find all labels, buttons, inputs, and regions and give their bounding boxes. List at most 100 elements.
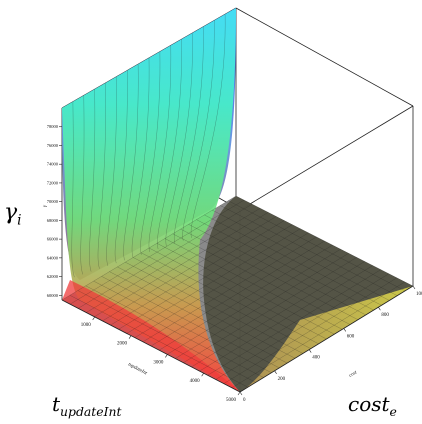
- mesh-line: [150, 240, 325, 347]
- y-tick-mark: [378, 307, 381, 311]
- mesh-curve: [114, 70, 128, 264]
- y-tick-mark: [308, 349, 312, 353]
- x-tick-label: 1000: [81, 323, 92, 328]
- x-tick-label: 5000: [226, 398, 237, 403]
- y-tick-label: 200: [278, 377, 286, 382]
- mesh-curve: [97, 82, 106, 269]
- mesh-line: [231, 281, 406, 389]
- mesh-curve: [157, 39, 182, 250]
- mesh-curve: [131, 57, 150, 258]
- x-tick-mark: [165, 354, 168, 358]
- y-tick-mark: [239, 391, 243, 396]
- x-tick-label: 4000: [190, 379, 201, 384]
- mesh-line: [134, 232, 309, 338]
- z-tick-label: 60000: [47, 293, 59, 298]
- mesh-grid: [61, 14, 414, 393]
- mesh-curve: [140, 51, 161, 255]
- mesh-line: [101, 276, 280, 369]
- mesh-curve: [173, 26, 204, 244]
- mesh-curve: [106, 76, 117, 267]
- z-axis-title: γi: [4, 200, 22, 229]
- surface-mesh: [61, 8, 414, 393]
- mesh-line: [199, 265, 373, 372]
- y-tick-label: 400: [312, 356, 320, 361]
- y-tick-label: 0: [243, 398, 246, 403]
- mesh-line: [227, 200, 406, 292]
- mesh-curve: [123, 64, 139, 261]
- mesh-line: [142, 236, 317, 343]
- z-tick-label: 64000: [47, 255, 59, 260]
- surface-front: [62, 8, 240, 392]
- x-tick-mark: [201, 373, 204, 377]
- mesh-line: [117, 266, 296, 359]
- mesh-curve: [165, 32, 193, 247]
- z-tick-label: 70000: [47, 199, 59, 204]
- x-tick-mark: [92, 316, 95, 321]
- mesh-line: [148, 247, 327, 340]
- mesh-line: [118, 224, 293, 330]
- y-tick-label: 800: [381, 313, 389, 318]
- x-axis-small-label: tupdateInt: [127, 362, 148, 376]
- mesh-line: [183, 257, 357, 363]
- box-edge: [239, 285, 414, 393]
- z-axis: 60000 62000 64000 66000 68000 70000 72000 74000…: [47, 124, 62, 298]
- z-tick-label: 68000: [47, 218, 59, 223]
- z-axis-small-label: γ: [43, 204, 48, 207]
- mesh-curve: [71, 101, 75, 278]
- y-axis: 0 200 400 600 800 1000: [239, 285, 422, 403]
- mesh-line: [235, 195, 414, 287]
- z-tick-label: 62000: [47, 274, 59, 279]
- mesh-line: [93, 280, 272, 373]
- x-tick-label: 3000: [153, 360, 164, 365]
- mesh-line: [69, 295, 248, 388]
- x-axis: 1000 2000 3000 4000 5000: [81, 316, 241, 403]
- mesh-curve: [80, 95, 85, 275]
- mesh-line: [102, 216, 277, 322]
- mesh-line: [158, 244, 333, 351]
- mesh-line: [204, 214, 382, 306]
- mesh-line: [164, 238, 343, 330]
- mesh-line: [77, 290, 256, 383]
- mesh-line: [215, 273, 389, 380]
- box-edge: [239, 105, 414, 211]
- surface-floor: [203, 196, 413, 392]
- x-tick-mark: [237, 391, 241, 396]
- surface-lower-left: [62, 280, 240, 392]
- mesh-line: [207, 269, 381, 376]
- x-tick-label: 2000: [117, 342, 128, 347]
- mesh-line: [140, 252, 319, 345]
- mesh-line: [85, 285, 264, 378]
- z-tick-label: 72000: [47, 180, 59, 185]
- y-tick-mark: [343, 328, 347, 332]
- mesh-line: [126, 228, 301, 334]
- box-edge: [61, 299, 241, 393]
- y-axis-title: coste: [348, 392, 397, 419]
- mesh-line: [156, 243, 335, 335]
- mesh-line: [180, 228, 359, 320]
- y-axis-small-label: cost: [349, 370, 359, 379]
- y-tick-mark: [412, 285, 416, 290]
- z-tick-label: 74000: [47, 162, 59, 167]
- mesh-line: [109, 271, 288, 364]
- mesh-line: [220, 205, 398, 296]
- mesh-line: [196, 219, 374, 311]
- mesh-curve: [89, 89, 96, 272]
- mesh-line: [61, 195, 237, 301]
- mesh-line: [212, 209, 390, 301]
- mesh-curve: [182, 20, 215, 241]
- mesh-line: [223, 277, 398, 384]
- mesh-curve: [190, 14, 226, 238]
- front-box-edges: [61, 285, 414, 393]
- z-tick-label: 76000: [47, 143, 59, 148]
- mesh-line: [110, 220, 285, 326]
- mesh-line: [175, 253, 349, 359]
- y-tick-label: 1000: [416, 292, 422, 297]
- z-tick-label: 66000: [47, 237, 59, 242]
- y-tick-mark: [274, 370, 277, 374]
- mesh-line: [133, 257, 311, 349]
- mesh-line: [172, 233, 351, 325]
- mesh-line: [191, 261, 365, 368]
- x-axis-title: tupdateInt: [52, 392, 122, 419]
- y-tick-label: 600: [347, 334, 355, 339]
- mesh-line: [188, 224, 366, 316]
